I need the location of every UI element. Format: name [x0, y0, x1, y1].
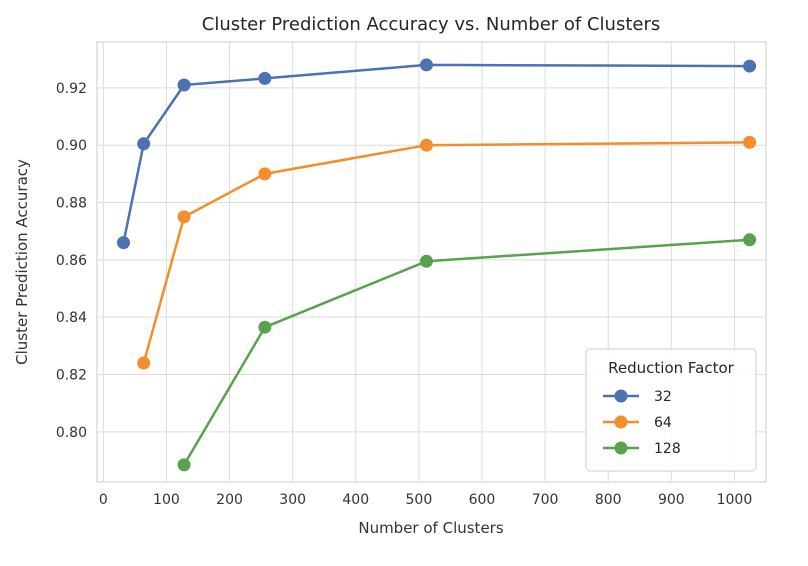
x-tick-label: 300 [279, 492, 306, 508]
x-tick-label: 700 [532, 492, 559, 508]
data-point [258, 320, 272, 334]
series-128 [177, 233, 757, 472]
series-line [183, 238, 750, 466]
legend: Reduction Factor 32 64 128 [585, 348, 757, 472]
x-tick-label: 200 [216, 492, 243, 508]
series-32 [117, 58, 757, 250]
data-point [177, 458, 191, 472]
legend-label: 128 [654, 441, 681, 457]
grid-lines [97, 42, 766, 482]
data-point [419, 254, 433, 268]
y-tick-label: 0.82 [56, 368, 87, 384]
x-tick-label: 1000 [717, 492, 753, 508]
legend-item: 32 [603, 389, 672, 405]
y-tick-label: 0.88 [56, 196, 87, 212]
chart-title: Cluster Prediction Accuracy vs. Number o… [202, 14, 661, 35]
data-point [419, 58, 433, 72]
x-tick-label: 0 [99, 492, 108, 508]
data-point [117, 236, 131, 250]
data-point [258, 71, 272, 85]
x-tick-label: 400 [342, 492, 369, 508]
data-point [137, 137, 151, 151]
y-tick-label: 0.90 [56, 138, 87, 154]
legend-label: 64 [654, 415, 672, 431]
legend-marker [614, 441, 628, 455]
series-layer [117, 58, 757, 472]
data-point [137, 356, 151, 370]
legend-items: 32 64 128 [603, 389, 681, 457]
data-point [258, 167, 272, 181]
data-point [177, 78, 191, 92]
series-line [122, 63, 750, 243]
x-axis-ticks: 0 100 200 300 400 500 600 700 800 900 1000 [99, 492, 752, 508]
x-tick-label: 100 [153, 492, 180, 508]
y-tick-label: 0.80 [56, 425, 87, 441]
data-point [743, 233, 757, 247]
y-axis-ticks: 0.80 0.82 0.84 0.86 0.88 0.90 0.92 [56, 81, 87, 441]
x-tick-label: 600 [469, 492, 496, 508]
legend-label: 32 [654, 389, 672, 405]
y-tick-label: 0.86 [56, 253, 87, 269]
y-tick-label: 0.84 [56, 310, 87, 326]
data-point [743, 59, 757, 73]
data-point [419, 138, 433, 152]
series-64 [137, 135, 757, 370]
legend-item: 64 [603, 415, 672, 431]
legend-title: Reduction Factor [608, 359, 735, 377]
y-axis-label: Cluster Prediction Accuracy [13, 159, 31, 365]
x-tick-label: 500 [406, 492, 433, 508]
x-tick-label: 800 [595, 492, 622, 508]
y-tick-label: 0.92 [56, 81, 87, 97]
x-axis-label: Number of Clusters [358, 519, 503, 537]
data-point [743, 135, 757, 149]
legend-box [585, 348, 757, 472]
data-point [177, 210, 191, 224]
legend-marker [614, 415, 628, 429]
legend-item: 128 [603, 441, 681, 457]
x-tick-label: 900 [658, 492, 685, 508]
legend-marker [614, 389, 628, 403]
